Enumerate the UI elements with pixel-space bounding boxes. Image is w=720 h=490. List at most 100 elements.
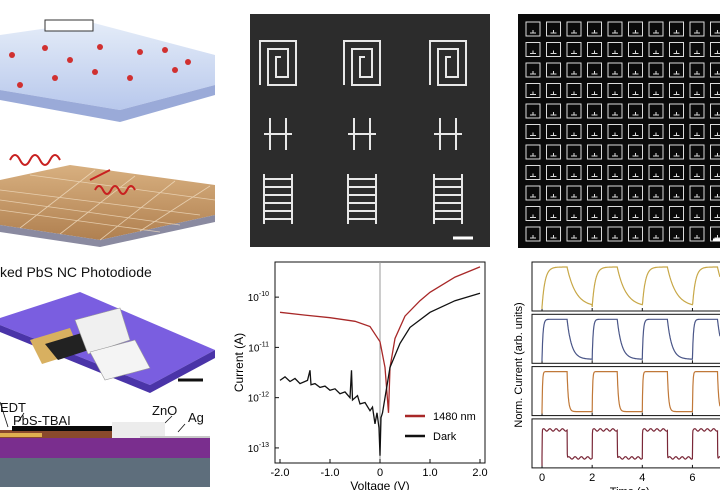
pixel-cell	[669, 83, 684, 98]
pixel-cell-electrode	[530, 132, 536, 136]
subplot-frame	[531, 418, 720, 469]
pixel-cell	[587, 83, 602, 98]
x-tick-label: 0	[539, 472, 545, 484]
pixel-cell	[546, 42, 561, 57]
pixel-cell-electrode	[653, 50, 659, 54]
transient-series-line	[541, 428, 720, 466]
pixel-cell	[628, 21, 643, 37]
pixel-cell-electrode	[632, 235, 639, 239]
y-axis-label: Current (A)	[232, 333, 246, 392]
pixel-cell	[689, 144, 705, 160]
x-tick-label: -2.0	[271, 467, 290, 479]
series-line-dark	[279, 292, 481, 456]
pixel-cell-electrode	[591, 235, 598, 239]
pixel-cell	[710, 62, 720, 78]
edt-label: EDT	[0, 400, 26, 415]
pixel-cell	[689, 185, 705, 201]
pixel-cell-electrode	[530, 194, 536, 198]
pixel-cell	[587, 42, 602, 57]
pixel-cell	[710, 103, 720, 119]
iv-chart: -2.0 -1.0 0 1.0 2.0 10-10 10-11 10-12 10-13 Volta…	[232, 261, 488, 490]
pixel-cell	[648, 103, 664, 119]
pixel-cell	[546, 226, 561, 242]
x-tick-label: 6	[689, 472, 695, 484]
ag-layer	[140, 436, 210, 439]
pixel-cell	[648, 83, 664, 98]
pixel-cell-electrode	[673, 153, 680, 157]
pixel-cell	[546, 124, 561, 139]
pixel-cell-electrode	[653, 132, 659, 136]
pixel-cell	[525, 226, 541, 242]
pixel-cell	[628, 103, 643, 119]
photodiode-panel-title: ked PbS NC Photodiode	[0, 264, 152, 280]
pixel-cell	[669, 185, 684, 201]
pixel-cell-electrode	[673, 71, 680, 75]
pixel-cell-electrode	[632, 173, 639, 177]
pixel-cell-electrode	[694, 194, 700, 198]
pixel-cell	[587, 21, 602, 37]
pixel-cell-electrode	[612, 112, 618, 116]
pixel-cell	[669, 103, 684, 119]
pixel-cell-electrode	[612, 91, 618, 95]
pixel-cell-electrode	[653, 71, 659, 75]
x-tick-label: 0	[377, 467, 383, 479]
pixel-cell-electrode	[653, 112, 659, 116]
pixel-cell-electrode	[694, 132, 700, 136]
pixel-cell-electrode	[591, 91, 598, 95]
pixel-cell	[546, 144, 561, 160]
pixel-cell-electrode	[632, 71, 639, 75]
pixel-cell	[566, 21, 582, 37]
pixel-cell-electrode	[530, 30, 536, 34]
pixel-cell	[628, 185, 643, 201]
pixel-cell	[587, 185, 602, 201]
pixel-cell-electrode	[550, 50, 557, 54]
pixel-cell-electrode	[550, 214, 557, 218]
pixel-cell	[566, 185, 582, 201]
y-tick-label: 10-11	[248, 341, 269, 354]
pixel-cell-electrode	[673, 132, 680, 136]
pixel-cell	[628, 165, 643, 180]
pixel-cell	[587, 226, 602, 242]
pixel-cell-electrode	[530, 50, 536, 54]
pixel-cell-electrode	[550, 132, 557, 136]
pixel-cell-electrode	[591, 194, 598, 198]
substrate-top-layer	[0, 438, 210, 458]
pixel-cell	[525, 124, 541, 139]
pixel-cell-electrode	[653, 173, 659, 177]
pixel-cell-electrode	[530, 112, 536, 116]
pixel-cell	[689, 206, 705, 221]
pixel-cell	[566, 144, 582, 160]
ladder-structure	[347, 174, 377, 224]
layer-stack-cross-section	[0, 401, 210, 487]
pixel-cell	[648, 226, 664, 242]
pixel-cell-electrode	[612, 153, 618, 157]
pixel-cell	[587, 103, 602, 119]
pixel-cell	[566, 42, 582, 57]
pixel-cell-electrode	[591, 71, 598, 75]
x-tick-label: 2	[589, 472, 595, 484]
pixel-cell	[648, 124, 664, 139]
pixel-cell	[566, 226, 582, 242]
pixel-cell-electrode	[530, 153, 536, 157]
pixel-cell	[525, 185, 541, 201]
pixel-cell	[607, 226, 623, 242]
pixel-cell	[669, 62, 684, 78]
pixel-cell-electrode	[591, 132, 598, 136]
pixel-cell-electrode	[632, 132, 639, 136]
pixel-cell-electrode	[673, 50, 680, 54]
pixel-cell-electrode	[694, 71, 700, 75]
photodiode-schematic	[0, 292, 215, 487]
pixel-cell	[566, 62, 582, 78]
x-axis-label: Time (s)	[610, 486, 650, 490]
pixel-cell	[587, 62, 602, 78]
transient-series-line	[541, 318, 720, 362]
pixel-cell-electrode	[571, 214, 577, 218]
pixel-cell	[525, 206, 541, 221]
capacitor-structure	[348, 118, 376, 150]
pixel-cell	[710, 42, 720, 57]
pixel-cell	[628, 144, 643, 160]
x-tick-label: -1.0	[321, 467, 340, 479]
capacitor-structure	[264, 118, 292, 150]
pixel-cell	[566, 83, 582, 98]
pixel-cell-electrode	[653, 235, 659, 239]
